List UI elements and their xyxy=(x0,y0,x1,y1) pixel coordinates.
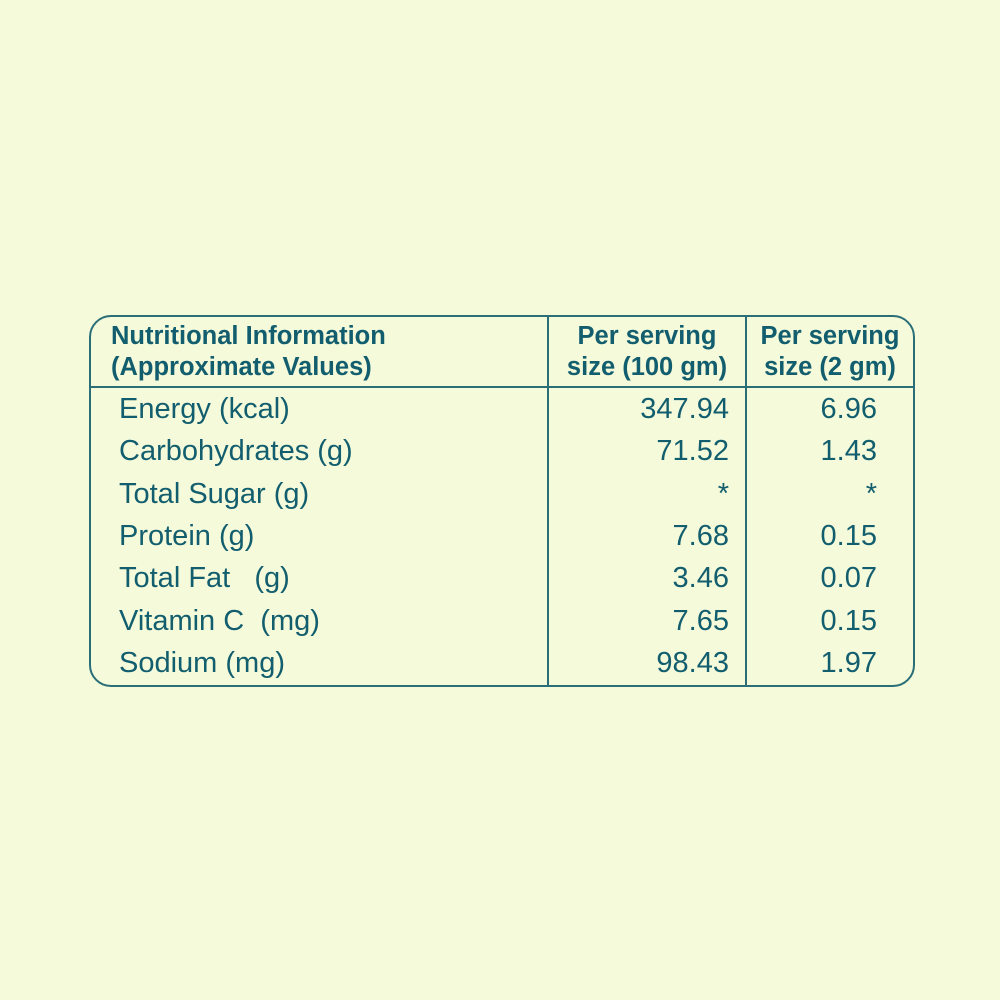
row-label-total-sugar: Total Sugar (g) xyxy=(119,477,310,510)
header-per-serving-100gm: Per serving size (100 gm) xyxy=(547,317,745,388)
row-value-sodium-2gm: 1.97 xyxy=(745,642,913,685)
row-value-carbohydrates-2gm: 1.43 xyxy=(745,430,913,473)
row-value-vitamin-c-2gm: 0.15 xyxy=(745,600,913,643)
row-value-total-fat-2gm: 0.07 xyxy=(745,557,913,601)
row-value-total-sugar-2gm: * xyxy=(745,472,913,516)
row-value-energy-2gm: 6.96 xyxy=(745,388,913,431)
row-value-carbohydrates-100gm: 71.52 xyxy=(547,430,745,473)
row-value-sodium-100gm: 98.43 xyxy=(547,642,745,685)
row-value-protein-2gm: 0.15 xyxy=(745,515,913,558)
row-value-vitamin-c-100gm: 7.65 xyxy=(547,600,745,643)
header-per-serving-2gm: Per serving size (2 gm) xyxy=(745,317,913,388)
row-label-energy: Energy (kcal) xyxy=(119,392,290,425)
row-value-total-sugar-100gm: * xyxy=(547,472,745,516)
row-label-vitamin-c: Vitamin C (mg) xyxy=(119,604,320,637)
header-nutritional-information: Nutritional Information (Approximate Val… xyxy=(91,317,547,388)
row-label-sodium: Sodium (mg) xyxy=(119,647,285,680)
row-value-total-fat-100gm: 3.46 xyxy=(547,557,745,601)
row-label-total-fat: Total Fat (g) xyxy=(119,562,290,595)
row-label-carbohydrates: Carbohydrates (g) xyxy=(119,435,353,468)
nutrition-table: Nutritional Information (Approximate Val… xyxy=(89,315,915,687)
row-value-energy-100gm: 347.94 xyxy=(547,388,745,431)
row-value-protein-100gm: 7.68 xyxy=(547,515,745,558)
row-label-protein: Protein (g) xyxy=(119,519,255,552)
